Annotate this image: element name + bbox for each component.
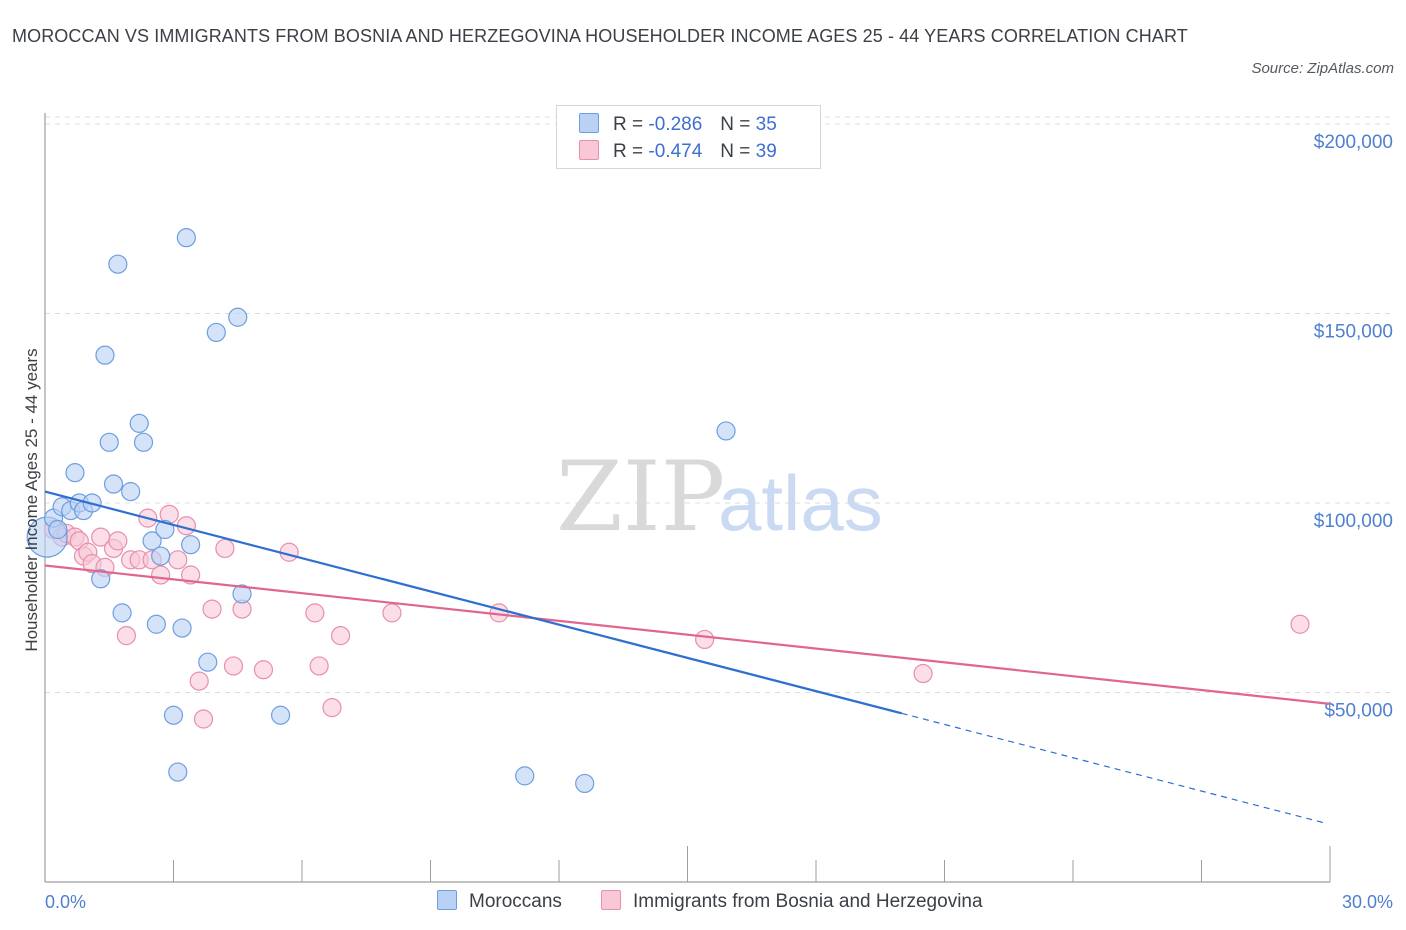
legend-label-bosnia: Immigrants from Bosnia and Herzegovina [633,891,983,912]
legend-r-value: -0.286 [648,114,703,135]
moroccans-point [176,228,196,248]
moroccans-point [172,618,192,638]
watermark: ZIP atlas [556,441,883,553]
bosnia-point [382,603,402,623]
legend-label-moroccans: Moroccans [469,891,562,912]
moroccans-point [716,421,736,441]
moroccans-point [91,569,111,589]
bosnia-point [913,663,933,684]
moroccans-point [163,705,184,725]
legend-item-bosnia[interactable]: Immigrants from Bosnia and Herzegovina [601,890,983,913]
moroccans-point [198,652,218,672]
moroccans-point [108,254,128,274]
moroccans-trend-extension [901,712,1326,824]
moroccans-point [103,474,124,494]
bosnia-point [108,531,128,551]
bosnia-point [189,671,209,691]
moroccans-point [95,345,115,365]
trend-lines [44,490,1331,824]
bosnia-point [215,538,235,559]
legend-n-value: 39 [755,141,777,162]
bosnia-point [330,626,351,646]
moroccans-point [168,762,188,782]
bosnia-point [309,656,329,676]
y-axis-label: Householder Income Ages 25 - 44 years [22,348,41,651]
bosnia-point [1290,614,1310,634]
bosnia-swatch-icon [579,140,599,160]
legend-n-label: N = [720,141,751,162]
bosnia-point [151,565,171,585]
y-tick-label: $150,000 [1314,321,1393,342]
y-tick-label: $100,000 [1314,511,1393,532]
bosnia-point [193,709,214,729]
bosnia-trend-line [44,564,1331,705]
moroccans-point [575,773,595,794]
moroccans-point [151,546,171,566]
source-label: Source: ZipAtlas.com [1251,60,1394,77]
correlation-legend: R = -0.286 N = 35 R = -0.474 N = 39 [556,105,821,169]
legend-r-value: -0.474 [648,141,703,162]
moroccans-point [133,432,154,452]
legend-item-moroccans[interactable]: Moroccans [437,890,562,913]
y-tick-label: $50,000 [1324,700,1393,721]
axes [44,113,1331,883]
moroccans-point [155,519,175,540]
legend-r-label: R = [613,141,644,162]
chart-title: MOROCCAN VS IMMIGRANTS FROM BOSNIA AND H… [12,26,1188,46]
moroccans-swatch-icon [437,890,457,910]
bosnia-point [181,565,201,585]
bosnia-point [253,660,274,680]
moroccans-point [232,584,252,604]
bosnia-point [202,599,222,619]
moroccans-point [99,432,119,452]
watermark-atlas: atlas [718,459,883,547]
moroccans-point [129,413,149,433]
bosnia-point [305,603,325,623]
moroccans-point [206,322,226,343]
bosnia-point [116,626,136,646]
moroccans-trend-line [44,490,902,715]
bosnia-point [322,698,342,718]
moroccans-point [270,705,291,725]
moroccans-point [121,482,141,502]
y-tick-label: $200,000 [1314,132,1393,153]
tick-labels: $50,000 $100,000 $150,000 $200,000 0.0% 30.0% [45,132,1393,912]
legend-n-label: N = [720,114,751,135]
moroccans-point [181,535,201,555]
moroccans-swatch-icon [579,113,599,133]
series-legend: Moroccans Immigrants from Bosnia and Her… [0,890,1406,916]
moroccans-point [515,766,535,786]
moroccans-point [228,307,248,327]
bosnia-point [223,656,244,676]
moroccans-point [48,519,68,540]
legend-row-bosnia: R = -0.474 N = 39 [579,140,777,164]
moroccans-point [65,463,85,483]
bosnia-swatch-icon [601,890,621,910]
moroccans-point [142,531,162,551]
watermark-zip: ZIP [556,441,725,553]
legend-n-value: 35 [755,114,777,135]
x-tick-label: 0.0% [45,892,86,912]
bosnia-point [695,629,715,650]
x-tick-label: 30.0% [1342,892,1393,912]
bosnia-point [168,550,188,570]
legend-row-moroccans: R = -0.286 N = 35 [579,113,777,137]
legend-r-label: R = [613,114,644,135]
moroccans-point [112,603,132,623]
moroccans-point [146,614,166,634]
